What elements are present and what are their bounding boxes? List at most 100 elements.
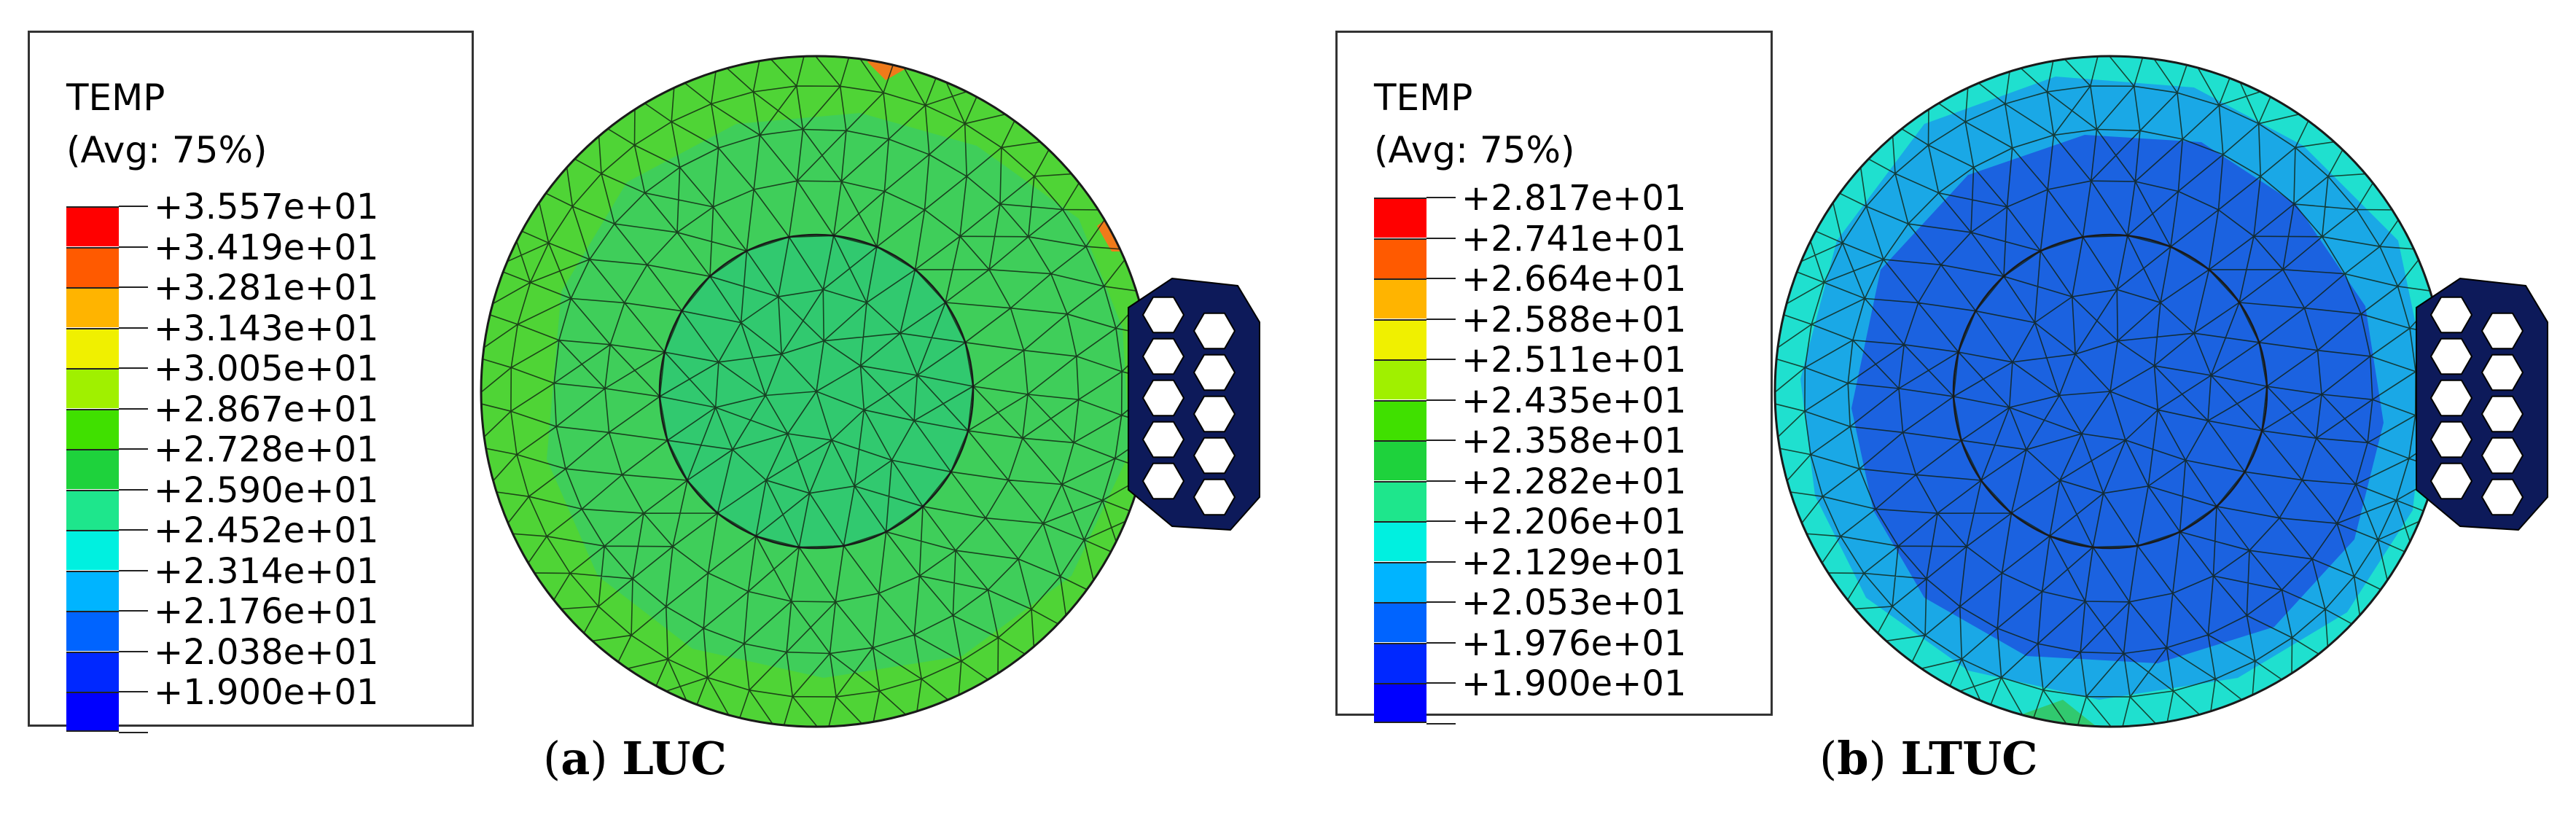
legend-b: TEMP (Avg: 75%) +2.817e+01 +2.741e+01 +2.6… (1335, 31, 1773, 725)
legend-value: +2.053e+01 (1461, 582, 1687, 623)
legend-tick (119, 610, 148, 612)
heatsink-a (1128, 277, 1260, 531)
heatsink-cell (1193, 312, 1236, 350)
heatsink-cell (2481, 437, 2524, 475)
disc-b-mesh (1775, 56, 2446, 727)
legend-tick (1426, 399, 1456, 401)
legend-swatch (1374, 602, 1426, 642)
heatsink-cell (1141, 379, 1185, 417)
heatsink-cell (1193, 478, 1236, 516)
legend-swatch (1374, 278, 1426, 319)
legend-swatch (66, 368, 119, 408)
legend-swatch (66, 570, 119, 611)
legend-tick (119, 448, 148, 450)
disc-b (1773, 55, 2447, 728)
legend-tick (119, 246, 148, 248)
heatsink-cell (2429, 379, 2473, 417)
legend-tick (1426, 440, 1456, 441)
legend-value: +2.452e+01 (154, 510, 379, 551)
legend-tick (1426, 641, 1456, 644)
legend-tick (1426, 561, 1456, 563)
heatsink-cell (1193, 437, 1236, 475)
legend-tick (1426, 682, 1456, 684)
disc-a-mesh (481, 56, 1152, 727)
disc-a (480, 55, 1153, 728)
legend-a-title: TEMP (66, 77, 165, 119)
legend-swatch (66, 449, 119, 489)
heatsink-cell (1141, 421, 1185, 458)
legend-value: +3.281e+01 (154, 268, 379, 308)
legend-swatch (66, 489, 119, 530)
legend-tick (119, 407, 148, 410)
legend-value: +2.314e+01 (154, 550, 379, 592)
mesh-lines (481, 56, 1152, 727)
legend-tick (119, 367, 148, 369)
legend-swatch (66, 327, 119, 368)
legend-swatch (1374, 440, 1426, 480)
legend-swatch (66, 287, 119, 327)
legend-tick (1426, 278, 1456, 279)
legend-tick (119, 569, 148, 571)
heatsink-cell (2481, 478, 2524, 516)
legend-a: TEMP (Avg: 75%) +3.557e+01 +3.419e+01 +3.2… (28, 31, 474, 733)
legend-swatch (66, 246, 119, 287)
legend-swatch (1374, 198, 1426, 238)
legend-value: +2.817e+01 (1461, 178, 1687, 219)
legend-tick (1426, 601, 1456, 603)
legend-value: +2.129e+01 (1461, 542, 1687, 583)
legend-tick (119, 286, 148, 288)
legend-swatch (1374, 480, 1426, 521)
heatsink-cell (1141, 337, 1185, 375)
legend-value: +2.664e+01 (1461, 259, 1687, 300)
legend-value: +2.741e+01 (1461, 218, 1687, 259)
legend-value: +1.900e+01 (154, 672, 379, 713)
legend-tick (1426, 197, 1456, 198)
legend-swatch (66, 206, 119, 246)
heatsink-cell (2481, 354, 2524, 391)
mesh-lines (1775, 56, 2446, 727)
heatsink-b (2416, 277, 2548, 531)
legend-value: +2.590e+01 (154, 469, 379, 511)
legend-tick (1426, 318, 1456, 320)
legend-value: +2.038e+01 (154, 631, 379, 673)
legend-value: +2.358e+01 (1461, 421, 1687, 461)
heatsink-cell (1193, 395, 1236, 433)
legend-tick (119, 327, 148, 329)
legend-swatch (1374, 521, 1426, 561)
legend-tick (1426, 480, 1456, 482)
legend-value: +2.867e+01 (154, 388, 379, 430)
legend-value: +2.435e+01 (1461, 380, 1687, 421)
legend-value: +3.419e+01 (154, 227, 379, 268)
legend-tick (119, 488, 148, 491)
disc-b-core-zone (1851, 135, 2384, 663)
heatsink-cell (1193, 354, 1236, 391)
heatsink-cell (2429, 462, 2473, 500)
legend-tick (119, 206, 148, 207)
heatsink-cell (2429, 296, 2473, 334)
legend-b-title: TEMP (1374, 77, 1473, 119)
legend-value: +1.976e+01 (1461, 622, 1687, 664)
caption-b: (b) LTUC (1819, 732, 2038, 785)
legend-swatch (66, 611, 119, 651)
legend-value: +3.557e+01 (154, 187, 379, 227)
caption-a: (a) LUC (543, 732, 727, 785)
legend-b-subtitle: (Avg: 75%) (1374, 129, 1575, 171)
legend-swatch (1374, 561, 1426, 602)
legend-value: +2.588e+01 (1461, 299, 1687, 340)
legend-tick (119, 731, 148, 733)
legend-value: +3.143e+01 (154, 308, 379, 349)
legend-tick (119, 529, 148, 531)
legend-tick (1426, 722, 1456, 725)
legend-swatch (1374, 319, 1426, 359)
legend-swatch (66, 651, 119, 692)
heatsink-cell (2481, 312, 2524, 350)
legend-value: +3.005e+01 (154, 348, 379, 389)
heatsink-cell (1141, 462, 1185, 500)
disc-b-warm-zone (2012, 700, 2099, 727)
heatsink-cell (2429, 337, 2473, 375)
legend-value: +2.176e+01 (154, 591, 379, 632)
legend-value: +2.282e+01 (1461, 461, 1687, 502)
legend-swatch (66, 408, 119, 449)
legend-a-subtitle: (Avg: 75%) (66, 129, 268, 171)
